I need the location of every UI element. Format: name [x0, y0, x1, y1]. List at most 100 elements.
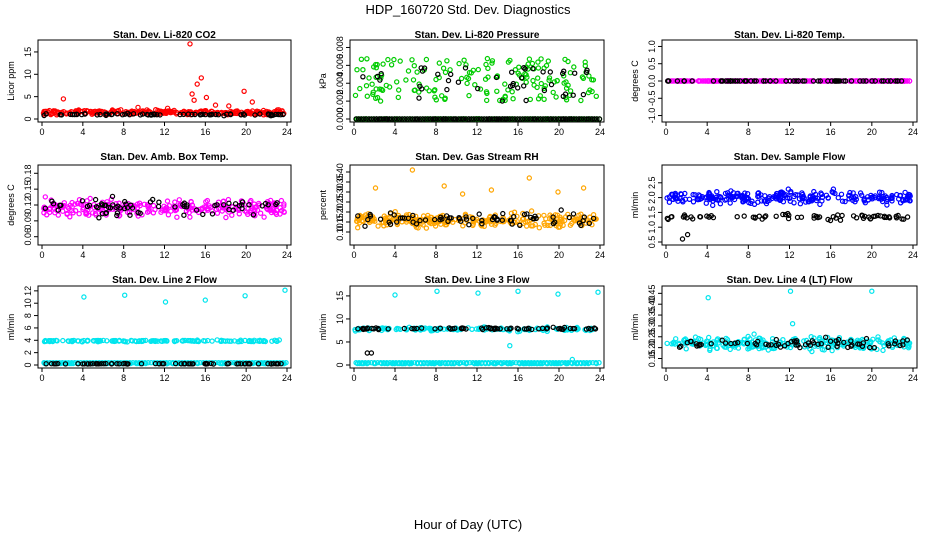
data-point [780, 78, 786, 84]
data-point [84, 337, 91, 344]
data-point [394, 219, 400, 225]
x-tick-label: 4 [80, 127, 85, 137]
data-point [886, 343, 892, 349]
chart-panel-5: Stan. Dev. Gas Stream RH percent 0 4 8 12 16 20… [318, 152, 605, 260]
panel-title: Stan. Dev. Line 4 (LT) Flow [727, 275, 853, 286]
data-point [100, 361, 107, 367]
data-point [481, 116, 487, 122]
data-point [553, 360, 559, 366]
data-point [407, 116, 413, 122]
data-point [109, 338, 115, 344]
data-point [392, 208, 398, 215]
y-axis-label: ml/min [318, 314, 328, 341]
data-point [834, 78, 840, 84]
data-point [150, 202, 157, 209]
data-point [478, 116, 485, 122]
data-point [459, 191, 466, 197]
data-point [368, 116, 375, 122]
panel-title: Stan. Dev. Line 3 Flow [425, 275, 530, 286]
data-point [439, 360, 445, 366]
data-point [151, 111, 158, 118]
data-point [714, 188, 720, 195]
data-point [883, 214, 890, 221]
data-point [777, 191, 783, 198]
data-point [544, 325, 551, 331]
data-point [138, 361, 145, 367]
data-point [409, 167, 416, 173]
data-point [376, 116, 382, 122]
data-point [846, 192, 852, 199]
data-point [70, 210, 76, 216]
data-point [456, 60, 462, 67]
panel-title: Stan. Dev. Line 2 Flow [112, 275, 217, 286]
data-point [525, 325, 532, 331]
data-point [169, 360, 176, 366]
x-tick-label: 20 [554, 373, 564, 383]
data-point [788, 339, 794, 345]
data-point [379, 116, 385, 122]
data-point [467, 360, 473, 366]
data-point [191, 97, 197, 103]
data-point [242, 361, 249, 367]
y-tick-label: 0.000 [335, 108, 345, 131]
data-point [119, 111, 126, 118]
data-point [542, 83, 549, 89]
data-point [489, 58, 496, 64]
data-point [777, 344, 784, 350]
data-point [835, 194, 842, 201]
data-point [545, 58, 552, 64]
data-point [509, 116, 516, 122]
data-point [749, 344, 756, 350]
data-point [135, 209, 141, 216]
data-point [203, 361, 209, 367]
y-tick-label: 0.30 [647, 317, 657, 335]
data-point [424, 360, 430, 366]
y-tick-label: 10 [23, 69, 33, 79]
data-point [408, 360, 415, 366]
y-tick-label: 0.15 [647, 350, 657, 368]
data-point [248, 338, 255, 344]
data-point [62, 361, 69, 367]
data-point [810, 340, 817, 346]
data-point [213, 111, 219, 118]
data-point [753, 342, 760, 348]
data-point [97, 111, 103, 118]
panel-title: Stan. Dev. Li-820 Pressure [415, 30, 540, 41]
data-point [843, 78, 849, 84]
data-point [512, 66, 519, 73]
x-tick-label: 12 [159, 127, 169, 137]
x-tick-label: 16 [200, 373, 210, 383]
data-point [681, 78, 687, 84]
data-point [375, 223, 381, 229]
data-point [239, 205, 245, 212]
data-point [402, 360, 408, 366]
data-point [565, 82, 571, 89]
data-point [545, 222, 551, 229]
data-point [722, 340, 729, 346]
data-point [584, 67, 590, 73]
data-point [148, 112, 154, 118]
data-point [800, 191, 806, 198]
data-point [773, 336, 780, 343]
data-point [595, 289, 601, 295]
data-point [576, 116, 582, 122]
data-point [114, 212, 120, 219]
y-axis-label: ml/min [630, 314, 640, 341]
data-point [589, 76, 595, 83]
data-point [880, 78, 887, 84]
data-point [427, 116, 434, 122]
data-point [907, 198, 913, 204]
data-point [680, 199, 686, 205]
data-point [90, 338, 97, 344]
data-point [126, 209, 133, 216]
data-point [517, 222, 523, 228]
data-point [830, 186, 837, 192]
data-point [582, 62, 589, 69]
y-tick-label: 15 [335, 291, 345, 301]
data-point [255, 361, 262, 367]
data-point [517, 116, 523, 122]
data-point [679, 236, 686, 242]
data-point [380, 61, 386, 67]
x-tick-label: 4 [392, 127, 397, 137]
data-point [860, 215, 867, 221]
